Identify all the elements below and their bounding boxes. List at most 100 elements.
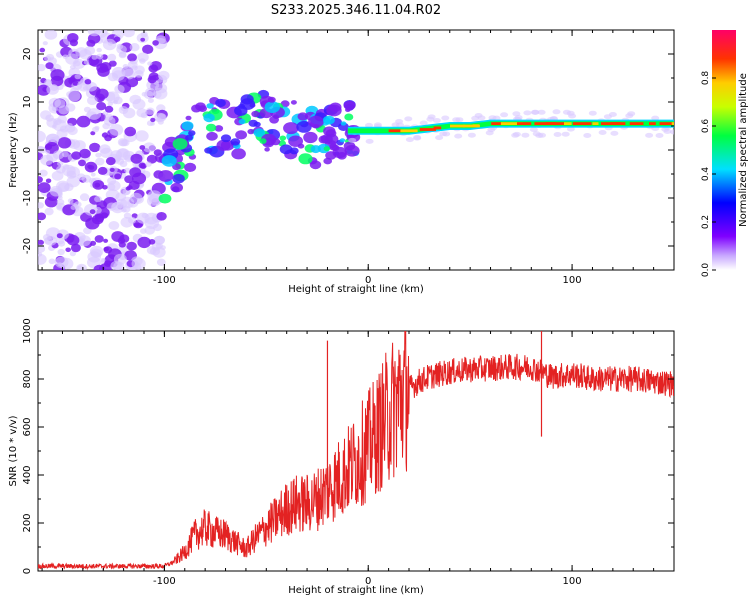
- noise-blob: [147, 75, 157, 84]
- ridge-halo: [608, 112, 617, 117]
- ridge-halo: [523, 110, 532, 116]
- noise-blob: [104, 260, 112, 268]
- noise-blob: [141, 91, 148, 97]
- ridge-halo: [538, 132, 546, 138]
- noise-blob: [38, 63, 46, 72]
- noise-blob: [38, 182, 51, 193]
- noise-blob: [57, 205, 62, 210]
- ridge-blob: [338, 122, 349, 131]
- noise-blob: [156, 258, 166, 266]
- noise-blob: [108, 221, 120, 230]
- noise-blob: [67, 198, 74, 204]
- noise-blob: [127, 216, 137, 224]
- noise-blob: [79, 148, 91, 159]
- noise-blob: [39, 47, 46, 53]
- noise-blob: [146, 154, 158, 164]
- noise-blob: [157, 70, 170, 81]
- spectrogram-marks: [38, 30, 674, 270]
- noise-blob: [87, 30, 102, 37]
- ridge-halo: [500, 112, 509, 118]
- ridge-blob: [251, 110, 260, 118]
- spectrogram-xtick-label: 0: [365, 275, 371, 286]
- noise-blob: [118, 241, 126, 248]
- ridge-blob: [279, 144, 293, 155]
- noise-blob: [108, 60, 117, 67]
- noise-blob: [44, 79, 53, 86]
- colorbar-ticks: 0.0 0.2 0.4 0.6 0.8: [701, 71, 716, 278]
- ridge-blob: [184, 162, 197, 172]
- ridge-hot: [659, 122, 674, 125]
- noise-blob: [102, 122, 110, 130]
- ridge-blob: [264, 147, 270, 152]
- noise-blob: [73, 140, 86, 151]
- ridge-hot: [671, 122, 674, 125]
- ridge-halo: [348, 137, 357, 143]
- noise-blob: [70, 205, 77, 210]
- noise-blob: [54, 256, 69, 268]
- noise-blob: [42, 41, 48, 46]
- noise-blob: [116, 43, 124, 50]
- ridge-halo: [521, 132, 530, 138]
- noise-blob: [85, 217, 100, 230]
- noise-blob: [109, 123, 124, 136]
- noise-blob: [130, 153, 143, 164]
- ridge-blob: [170, 182, 183, 193]
- ridge-blob: [206, 131, 218, 141]
- noise-blob: [112, 70, 125, 81]
- noise-blob: [147, 98, 154, 103]
- ridge-halo: [435, 135, 444, 141]
- noise-blob: [65, 53, 79, 65]
- ridge-halo: [471, 115, 480, 121]
- ridge-hot: [610, 122, 626, 125]
- ridge-blob: [172, 138, 188, 150]
- spectrogram-xtick-label: -100: [153, 275, 176, 286]
- ridge-halo: [566, 126, 575, 132]
- noise-blob: [153, 149, 162, 157]
- noise-blob: [109, 167, 115, 172]
- ridge-halo: [413, 134, 422, 140]
- noise-blob: [83, 106, 91, 113]
- ridge-halo: [454, 133, 463, 139]
- ridge-halo: [365, 138, 374, 144]
- ridge-halo: [512, 111, 521, 117]
- colorbar-tick-label: 0.0: [701, 263, 711, 278]
- ridge-blob: [308, 115, 324, 128]
- noise-blob: [100, 212, 109, 219]
- noise-blob: [138, 162, 146, 169]
- ridge-halo: [588, 110, 597, 116]
- ridge-hot: [534, 122, 556, 125]
- noise-blob: [87, 96, 98, 106]
- noise-blob: [76, 115, 91, 128]
- ridge-blob: [344, 145, 360, 157]
- ridge-blob: [235, 130, 248, 140]
- noise-blob: [45, 149, 51, 154]
- ridge-blob: [290, 100, 297, 105]
- ridge-halo: [467, 132, 476, 138]
- ridge-blob: [172, 173, 185, 184]
- noise-blob: [89, 209, 96, 215]
- ridge-halo: [553, 132, 562, 137]
- noise-blob: [65, 247, 71, 253]
- ridge-blob: [238, 118, 246, 125]
- ridge-blob: [264, 101, 280, 113]
- noise-blob: [93, 264, 106, 270]
- ridge-blob: [214, 125, 224, 132]
- ridge-halo: [365, 122, 373, 128]
- noise-blob: [92, 126, 100, 133]
- noise-blob: [113, 96, 123, 105]
- spectrogram-ytick-label: -10: [22, 190, 33, 206]
- ridge-halo: [610, 130, 619, 136]
- snr-xtick-label: -100: [153, 576, 176, 587]
- noise-blob: [56, 198, 65, 206]
- ridge-blob: [267, 96, 276, 103]
- noise-blob: [155, 83, 168, 94]
- noise-blob: [121, 139, 130, 147]
- ridge-halo: [419, 120, 428, 126]
- ridge-blob: [231, 148, 246, 160]
- noise-blob: [104, 105, 114, 113]
- ridge-blob: [329, 143, 338, 151]
- ridge-blob: [253, 128, 265, 138]
